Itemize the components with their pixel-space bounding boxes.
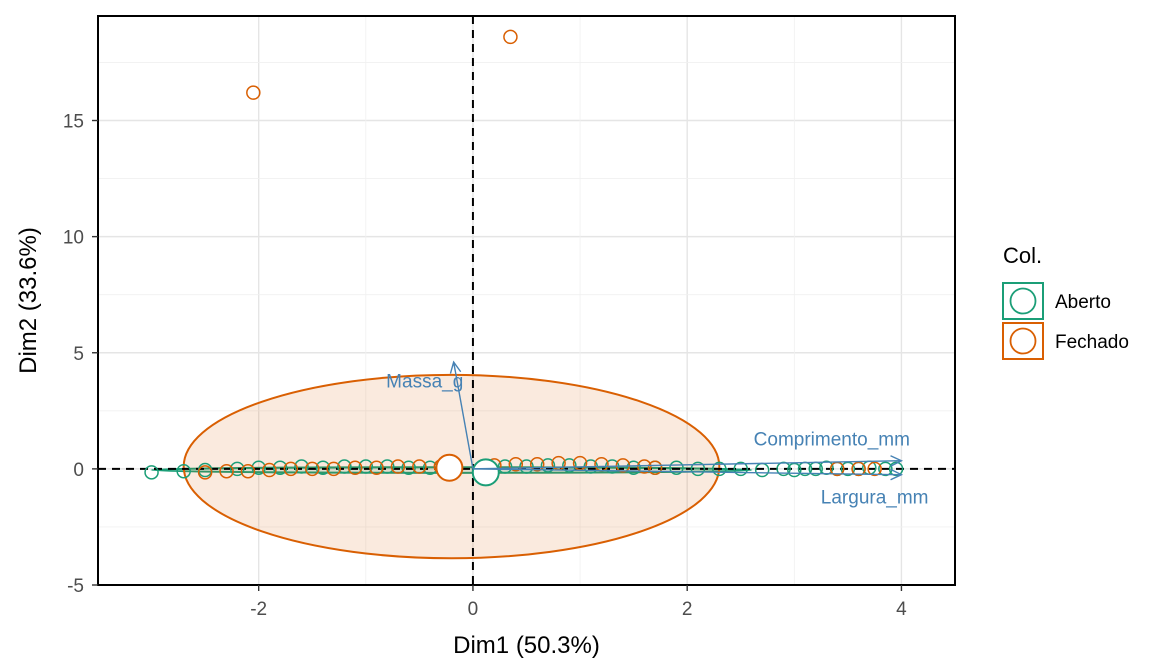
point-aberto [669, 460, 684, 475]
panel-border [97, 15, 956, 586]
point-fechado [347, 460, 363, 475]
point-aberto [878, 461, 893, 477]
point-aberto [754, 462, 770, 478]
legend-title: Col. [1003, 243, 1042, 268]
point-aberto [888, 461, 904, 477]
point-aberto [540, 458, 556, 473]
arrowhead-massa_g [449, 360, 462, 374]
point-aberto [315, 460, 331, 475]
point-aberto [230, 461, 245, 477]
point-aberto [733, 461, 748, 477]
point-fechado [305, 461, 320, 477]
legend-label-aberto: Aberto [1055, 292, 1111, 313]
y-tick-label: 0 [73, 460, 84, 481]
y-tick-label: 15 [63, 112, 84, 133]
point-aberto [379, 459, 395, 474]
arrow-largura_mm [472, 468, 902, 476]
axis-ticks: -2 0 2 4 -5 0 5 10 15 [63, 112, 907, 620]
point-aberto [144, 465, 159, 480]
point-aberto [497, 459, 513, 474]
legend-label-fechado: Fechado [1055, 332, 1129, 353]
y-tick-label: 5 [73, 344, 84, 365]
point-fechado [503, 29, 518, 45]
centroid-aberto [471, 458, 500, 487]
x-tick-label: 2 [682, 599, 693, 620]
variable-label-largura_mm: Largura_mm [821, 488, 929, 509]
point-fechado [369, 460, 384, 475]
point-aberto [787, 462, 802, 478]
point-fechado [851, 461, 866, 477]
point-aberto [690, 461, 706, 477]
legend-item-aberto: Aberto [1002, 282, 1111, 320]
point-fechado [240, 463, 256, 479]
point-fechado [219, 463, 234, 479]
legend-symbol-fechado [1009, 327, 1037, 355]
point-fechado [647, 460, 663, 475]
point-fechado [326, 461, 341, 477]
point-aberto [272, 460, 288, 475]
point-aberto [176, 463, 191, 479]
point-fechado [637, 459, 652, 474]
x-tick-label: -2 [250, 599, 267, 620]
legend-key-aberto [1002, 282, 1044, 320]
variable-label-comprimento_mm: Comprimento_mm [754, 430, 910, 451]
point-fechado [529, 456, 545, 472]
point-aberto [562, 458, 577, 473]
point-fechado [572, 455, 588, 471]
point-aberto [337, 459, 352, 474]
arrow-massa_g [452, 361, 474, 470]
x-tick-label: 0 [468, 599, 479, 620]
x-tick-label: 4 [896, 599, 907, 620]
point-aberto [358, 459, 374, 474]
point-aberto [294, 459, 309, 474]
centroid-fechado [435, 453, 464, 482]
point-fechado [246, 85, 261, 100]
legend-item-fechado: Fechado [1002, 322, 1129, 360]
variable-label-massa_g: Massa_g [386, 372, 463, 393]
point-aberto [626, 460, 641, 475]
point-fechado [283, 461, 299, 477]
point-fechado [390, 459, 406, 474]
y-tick-label: 10 [63, 228, 84, 249]
arrowhead-largura_mm [890, 468, 904, 481]
point-aberto [401, 460, 416, 475]
point-fechado [412, 459, 427, 474]
point-aberto [251, 460, 266, 475]
arrow-comprimento_mm [472, 460, 902, 470]
point-fechado [197, 465, 213, 480]
y-tick-label: -5 [67, 576, 84, 597]
x-axis-title: Dim1 (50.3%) [453, 632, 600, 659]
legend: Col. Aberto Fechado [1002, 243, 1129, 360]
legend-symbol-aberto [1009, 287, 1037, 315]
point-aberto [519, 459, 534, 474]
legend-key-fechado [1002, 322, 1044, 360]
point-fechado [262, 462, 277, 478]
arrowhead-comprimento_mm [890, 455, 904, 467]
point-fechado [508, 456, 524, 472]
point-aberto [712, 461, 727, 477]
point-fechado [867, 461, 882, 477]
legend-entries: Aberto Fechado [1002, 282, 1129, 360]
variable-arrows: Massa_g Comprimento_mm Largura_mm [386, 360, 929, 509]
y-axis-title: Dim2 (33.6%) [15, 227, 42, 374]
